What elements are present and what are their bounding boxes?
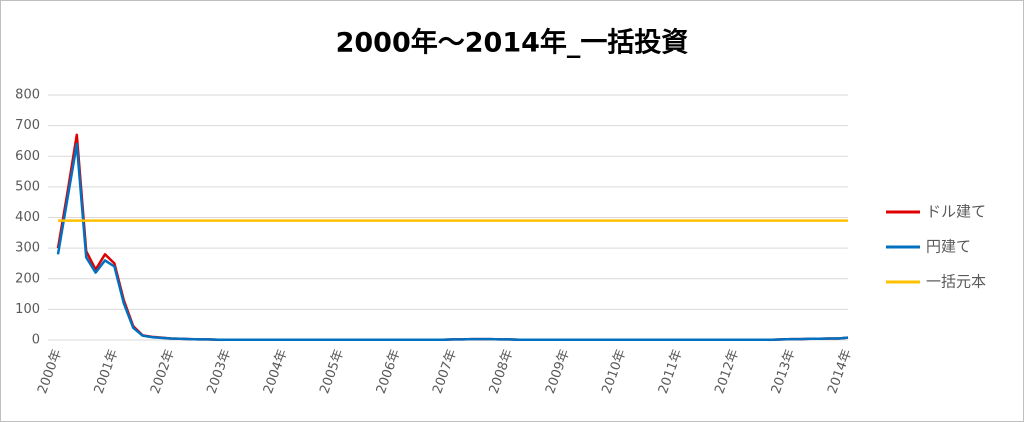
legend-label: ドル建て	[926, 203, 986, 221]
y-tick-label: 700	[15, 118, 40, 133]
legend-label: 一括元本	[926, 273, 986, 291]
y-tick-label: 0	[32, 333, 40, 348]
y-tick-label: 600	[15, 149, 40, 164]
legend-label: 円建て	[926, 238, 971, 256]
y-tick-label: 300	[15, 241, 40, 256]
y-tick-label: 500	[15, 179, 40, 194]
chart-title: 2000年～2014年_一括投資	[336, 27, 689, 59]
y-tick-label: 400	[15, 210, 40, 225]
y-tick-label: 100	[15, 302, 40, 317]
y-tick-label: 200	[15, 271, 40, 286]
y-tick-label: 800	[15, 88, 40, 103]
series-line	[56, 142, 849, 341]
